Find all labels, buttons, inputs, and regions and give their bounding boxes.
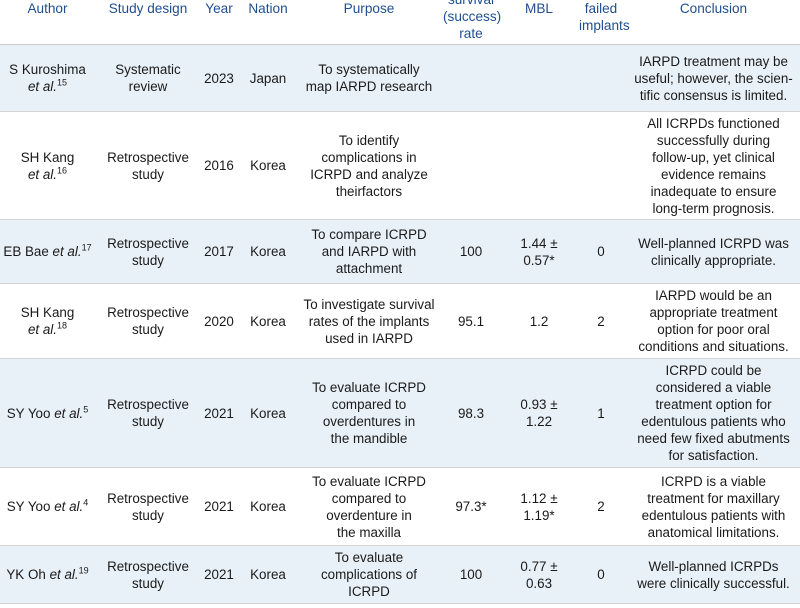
cell-conclusion: Well-planned ICRPD was clinically appropr… [627,219,800,284]
cell-author: SY Yoo et al.4 [0,467,95,546]
cell-survival: 100 [439,545,503,604]
header-conclusion: Conclusion [627,0,800,45]
cell-study-design: Retrospective study [95,111,201,220]
cell-purpose: To evaluate ICRPD compared to overdentures… [299,358,439,468]
cell-author: SY Yoo et al.5 [0,358,95,468]
cell-failed: 0 [575,219,627,284]
cell-conclusion: IARPD would be an appropriate treatment op… [627,283,800,359]
cell-nation: Korea [237,467,299,546]
cell-purpose: To evaluate complications of ICRPD [299,545,439,604]
cell-conclusion: All ICRPDs functioned successfully during… [627,111,800,220]
cell-survival: 95.1 [439,283,503,359]
cell-author: S Kuroshima et al.15 [0,44,95,112]
cell-survival: 97.3* [439,467,503,546]
cell-mbl: 1.44 ±0.57* [503,219,575,284]
cell-year: 2021 [201,545,237,604]
cell-conclusion: ICRPD is a viable treatment for maxillary… [627,467,800,546]
cell-failed: 2 [575,283,627,359]
cell-study-design: Retrospective study [95,219,201,284]
cell-purpose: To systematically map IARPD research [299,44,439,112]
cell-survival [439,44,503,112]
cell-conclusion: ICRPD could be considered a viable treatme… [627,358,800,468]
cell-survival: 98.3 [439,358,503,468]
table-row: SY Yoo et al.5 Retrospective study 2021 K… [0,358,800,468]
cell-author: EB Bae et al.17 [0,219,95,284]
table-row: EB Bae et al.17 Retrospective study 2017 … [0,219,800,284]
cell-study-design: Retrospective study [95,545,201,604]
header-survival-rate: survival (success) rate [439,0,503,45]
header-row: Author Study design Year Nation Purpose … [0,0,800,45]
table-row: SH Kang et al.16 Retrospective study 2016 … [0,111,800,220]
header-purpose: Purpose [299,0,439,45]
header-author: Author [0,0,95,45]
header-year: Year [201,0,237,45]
cell-nation: Korea [237,219,299,284]
cell-failed: 2 [575,467,627,546]
header-failed-implants: failed implants [575,0,630,45]
cell-year: 2021 [201,467,237,546]
cell-year: 2016 [201,111,237,220]
cell-study-design: Retrospective study [95,467,201,546]
table-row: S Kuroshima et al.15 Systematic review 202… [0,44,800,112]
cell-nation: Korea [237,358,299,468]
header-mbl: MBL [503,0,575,45]
cell-failed [575,111,627,220]
cell-failed: 1 [575,358,627,468]
cell-author: SH Kang et al.16 [0,111,95,220]
cell-year: 2017 [201,219,237,284]
cell-year: 2023 [201,44,237,112]
cell-failed [575,44,627,112]
cell-purpose: To compare ICRPD and IARPD with attachment [299,219,439,284]
cell-author: YK Oh et al.19 [0,545,95,604]
cell-mbl: 0.77 ±0.63 [503,545,575,604]
cell-purpose: To evaluate ICRPD compared to overdenture … [299,467,439,546]
cell-year: 2020 [201,283,237,359]
cell-purpose: To investigate survival rates of the impl… [299,283,439,359]
table-row: SY Yoo et al.4 Retrospective study 2021 K… [0,467,800,546]
cell-nation: Japan [237,44,299,112]
cell-mbl: 1.12 ±1.19* [503,467,575,546]
cell-mbl [503,111,575,220]
cell-author: SH Kang et al.18 [0,283,95,359]
cell-survival [439,111,503,220]
cell-conclusion: Well-planned ICRPDs were clinically succe… [627,545,800,604]
cell-study-design: Retrospective study [95,358,201,468]
cell-mbl [503,44,575,112]
cell-failed: 0 [575,545,627,604]
cell-mbl: 1.2 [503,283,575,359]
cell-nation: Korea [237,283,299,359]
cell-nation: Korea [237,545,299,604]
cell-year: 2021 [201,358,237,468]
table-row: SH Kang et al.18 Retrospective study 2020 … [0,283,800,359]
cell-study-design: Retrospective study [95,283,201,359]
cell-study-design: Systematic review [95,44,201,112]
cell-nation: Korea [237,111,299,220]
cell-mbl: 0.93 ±1.22 [503,358,575,468]
cell-survival: 100 [439,219,503,284]
header-nation: Nation [237,0,299,45]
cell-conclusion: IARPD treatment may be useful; however, t… [627,44,800,112]
header-study-design: Study design [95,0,201,45]
table-row: YK Oh et al.19 Retrospective study 2021 K… [0,545,800,604]
cell-purpose: To identify complications in ICRPD and ana… [299,111,439,220]
